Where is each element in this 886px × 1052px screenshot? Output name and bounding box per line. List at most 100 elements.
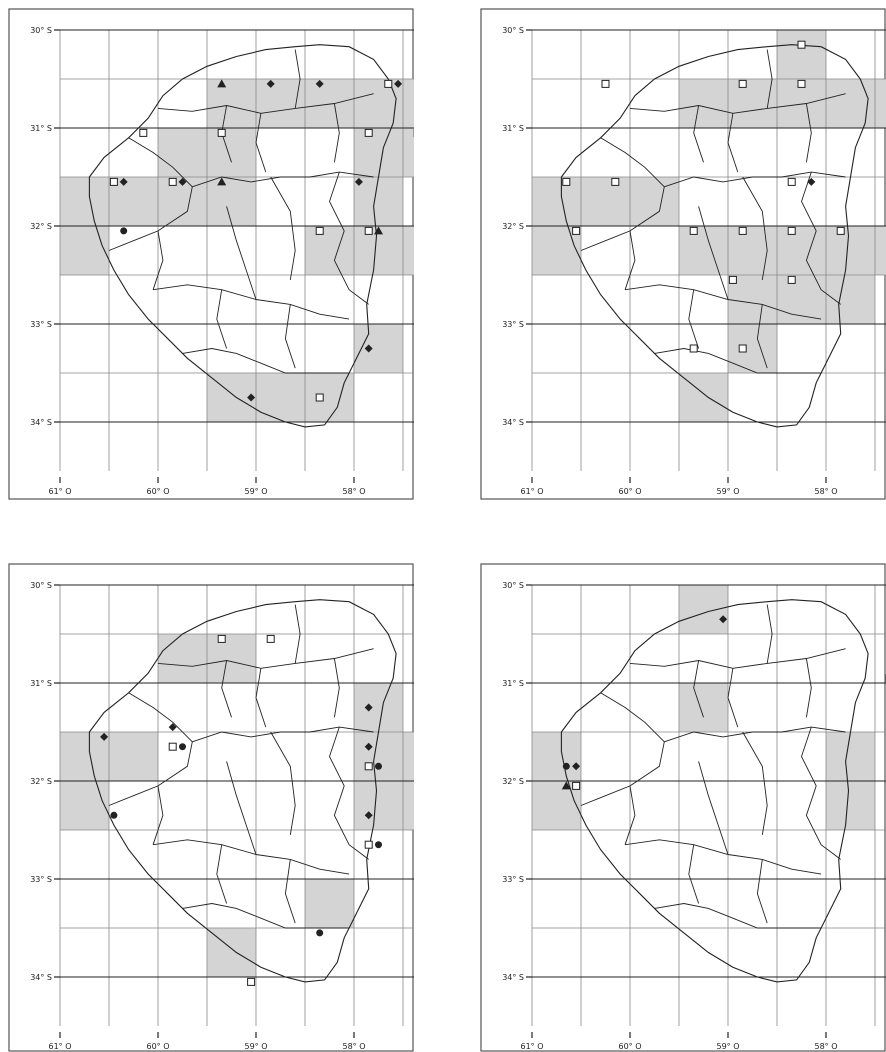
department-border: [192, 726, 374, 743]
shaded-cell: [826, 275, 875, 324]
square-marker: [139, 128, 148, 137]
square-marker: [109, 177, 118, 186]
shaded-cells: [60, 79, 414, 422]
province-border: [88, 599, 397, 983]
shaded-cell: [354, 781, 403, 830]
department-border: [742, 176, 768, 280]
shaded-cell: [826, 79, 875, 128]
shaded-cell: [581, 177, 630, 226]
shaded-cell: [777, 30, 826, 79]
department-border: [693, 660, 704, 718]
square-marker: [797, 40, 806, 49]
diamond-marker: [364, 811, 373, 820]
shaded-cell: [875, 226, 886, 275]
square-marker: [689, 226, 698, 235]
department-border: [182, 903, 350, 929]
shaded-cells: [532, 30, 886, 422]
square-marker: [266, 634, 275, 643]
lat-label: 30° S: [502, 26, 524, 35]
shaded-cell: [60, 177, 109, 226]
shaded-cell: [207, 177, 256, 226]
triangle-marker: [374, 226, 383, 235]
shaded-cell: [679, 683, 728, 732]
circle-marker: [179, 743, 186, 751]
department-border: [153, 284, 350, 320]
department-border: [153, 839, 350, 875]
lat-label: 32° S: [502, 777, 524, 786]
lon-label: 61° O: [48, 1042, 71, 1051]
lon-label: 60° O: [618, 1042, 641, 1051]
map-panel-3: 30° S 31° S 32° S 33° S 34° S 61° O 60° O 59° O…: [8, 563, 414, 1052]
shaded-cell: [403, 128, 414, 177]
province-border: [560, 44, 869, 428]
shaded-cell: [305, 879, 354, 928]
department-border: [805, 103, 812, 163]
shaded-cell: [60, 226, 109, 275]
diamond-marker: [119, 177, 128, 186]
lat-label: 31° S: [30, 124, 52, 133]
triangle-marker: [561, 781, 571, 790]
lat-label: 31° S: [502, 679, 524, 688]
lat-label: 31° S: [30, 679, 52, 688]
shaded-cell: [728, 79, 777, 128]
shaded-cell: [532, 177, 581, 226]
department-border: [216, 844, 228, 904]
department-border: [698, 761, 729, 855]
markers: [100, 634, 382, 986]
markers: [562, 40, 845, 353]
department-border: [152, 230, 164, 290]
department-border: [294, 49, 301, 109]
department-border: [221, 660, 232, 718]
square-marker: [689, 344, 698, 353]
shaded-cell: [826, 732, 875, 781]
shaded-cell: [403, 79, 414, 128]
shaded-cell: [532, 732, 581, 781]
map-svg: 30° S 31° S 32° S 33° S 34° S 61° O 60° O 59° O…: [480, 563, 886, 1052]
shaded-cell: [403, 226, 414, 275]
department-border: [255, 668, 267, 728]
circle-marker: [316, 929, 324, 937]
department-border: [270, 731, 296, 835]
shaded-cell: [403, 732, 414, 781]
circle-marker: [120, 227, 128, 235]
map-panel-1: 30° S 31° S 32° S 33° S 34° S 61° O 60° O 59° O…: [8, 8, 414, 500]
province-outline: [560, 599, 869, 983]
shaded-cell: [728, 226, 777, 275]
department-border: [182, 348, 350, 374]
shaded-cell: [305, 79, 354, 128]
shaded-cell: [305, 226, 354, 275]
square-marker: [738, 226, 747, 235]
department-border: [294, 604, 301, 664]
shaded-cell: [158, 128, 207, 177]
diamond-marker: [364, 742, 373, 751]
map-svg: 30° S 31° S 32° S 33° S 34° S 61° O 60° O 59° O…: [8, 8, 414, 500]
department-border: [801, 726, 841, 860]
markers: [109, 79, 414, 402]
lon-label: 59° O: [716, 487, 739, 496]
square-marker: [315, 393, 324, 402]
diamond-marker: [807, 177, 816, 186]
department-border: [766, 604, 773, 664]
lat-label: 30° S: [30, 581, 52, 590]
markers: [561, 615, 886, 790]
shaded-cell: [109, 732, 158, 781]
circle-marker: [562, 762, 570, 770]
square-marker: [364, 226, 373, 235]
square-marker: [217, 634, 226, 643]
lat-label: 34° S: [30, 418, 52, 427]
department-border: [226, 206, 257, 300]
triangle-marker: [217, 177, 227, 186]
diamond-marker: [354, 177, 363, 186]
department-border: [727, 113, 739, 173]
department-border: [333, 103, 340, 163]
department-border: [255, 113, 267, 173]
shaded-cell: [777, 226, 826, 275]
shaded-cell: [256, 79, 305, 128]
square-marker: [601, 79, 610, 88]
shaded-cell: [777, 275, 826, 324]
department-border: [624, 230, 636, 290]
department-border: [688, 289, 700, 349]
shaded-cell: [354, 324, 403, 373]
department-border: [128, 692, 193, 743]
shaded-cell: [679, 79, 728, 128]
